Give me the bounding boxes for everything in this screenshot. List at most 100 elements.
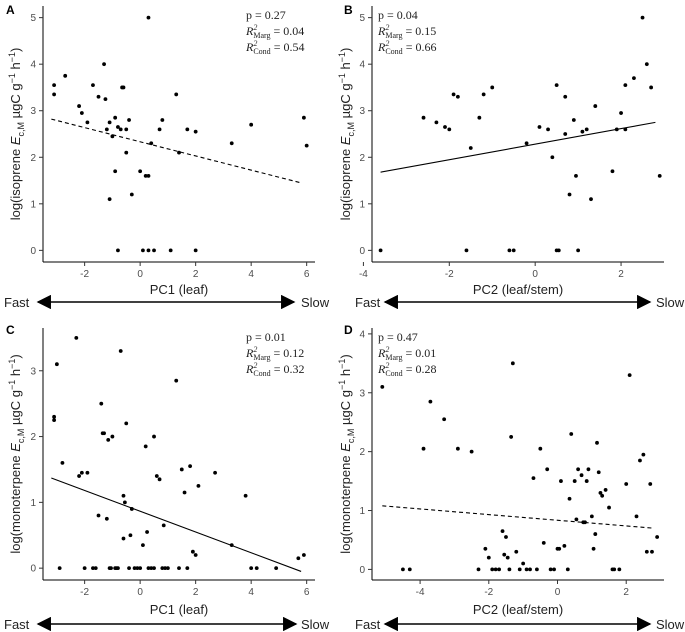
- data-point: [548, 567, 553, 572]
- r2-marginal: R2 Marg = 0.04: [245, 23, 304, 40]
- data-point: [254, 566, 259, 571]
- data-point: [118, 349, 123, 353]
- data-point: [545, 467, 550, 472]
- r2-conditional: R2 Cond = 0.32: [245, 361, 304, 378]
- data-point: [584, 127, 589, 132]
- data-point: [124, 421, 129, 426]
- x-tick-label: 2: [193, 587, 199, 598]
- data-point: [77, 474, 81, 478]
- data-point: [165, 566, 170, 571]
- data-point: [174, 378, 179, 383]
- data-point: [378, 248, 383, 253]
- data-point: [249, 566, 254, 571]
- data-point: [505, 555, 510, 560]
- r2-conditional: R2 Cond = 0.28: [377, 361, 436, 378]
- data-point: [583, 520, 587, 525]
- data-point: [124, 150, 129, 155]
- y-tick-label: 3: [30, 366, 36, 377]
- data-point: [486, 555, 491, 560]
- data-point: [91, 566, 95, 571]
- data-point: [85, 120, 90, 125]
- data-point: [531, 476, 536, 481]
- y-tick-label: 1: [30, 498, 36, 509]
- data-point: [127, 566, 131, 571]
- data-point: [517, 567, 522, 572]
- data-point: [116, 125, 120, 129]
- fast-label: Fast: [4, 617, 30, 632]
- data-point: [135, 566, 140, 571]
- y-tick-label: 2: [30, 432, 36, 443]
- data-point: [145, 530, 149, 534]
- data-point: [229, 543, 234, 548]
- fast-label: Fast: [355, 295, 381, 310]
- data-point: [556, 248, 561, 253]
- data-point: [52, 83, 57, 88]
- data-point: [127, 118, 131, 122]
- trend-line: [51, 118, 302, 184]
- y-tick-label: 2: [359, 153, 365, 164]
- data-point: [407, 567, 412, 572]
- data-point: [107, 120, 112, 125]
- data-point: [60, 460, 65, 465]
- data-point: [524, 141, 529, 146]
- panel-label: B: [344, 3, 353, 17]
- data-point: [274, 566, 279, 571]
- data-point: [493, 567, 498, 572]
- data-point: [213, 470, 217, 475]
- data-point: [132, 566, 137, 571]
- data-point: [146, 248, 151, 253]
- data-point: [190, 549, 195, 554]
- slow-label: Slow: [656, 617, 685, 632]
- data-point: [443, 125, 447, 129]
- data-point: [574, 517, 579, 522]
- data-point: [504, 535, 508, 539]
- p-value: p = 0.47: [378, 330, 418, 344]
- x-tick-label: 6: [304, 587, 310, 598]
- data-point: [196, 484, 201, 488]
- data-point: [74, 335, 79, 340]
- data-point: [593, 532, 598, 536]
- fast-label: Fast: [4, 295, 30, 310]
- data-point: [121, 536, 126, 541]
- data-point: [641, 452, 646, 457]
- y-tick-label: 5: [30, 13, 36, 24]
- x-tick-label: 0: [137, 269, 143, 280]
- data-point: [380, 384, 385, 389]
- trend-line: [382, 505, 654, 529]
- data-point: [168, 248, 173, 253]
- data-point: [550, 155, 555, 160]
- data-point: [455, 94, 460, 99]
- y-tick-label: 0: [359, 246, 365, 257]
- data-point: [490, 85, 495, 90]
- y-tick-label: 4: [359, 60, 365, 71]
- data-point: [107, 197, 112, 202]
- y-axis-title: log(isoprene Ec,M µgC g−1 h−1): [337, 48, 356, 221]
- data-point: [160, 118, 165, 122]
- data-point: [490, 567, 495, 572]
- data-point: [143, 444, 148, 449]
- fast-label: Fast: [355, 617, 381, 632]
- y-tick-label: 5: [359, 13, 365, 24]
- x-tick-label: 2: [193, 269, 199, 280]
- data-point: [401, 567, 405, 572]
- data-point: [574, 173, 578, 178]
- data-point: [163, 566, 168, 571]
- data-point: [193, 553, 198, 557]
- data-point: [623, 83, 628, 88]
- data-point: [481, 92, 486, 97]
- data-point: [524, 567, 529, 572]
- data-point: [477, 115, 482, 120]
- data-point: [655, 535, 660, 539]
- data-point: [185, 127, 190, 132]
- data-point: [102, 62, 106, 67]
- data-point: [146, 566, 151, 571]
- data-point: [624, 482, 629, 486]
- data-point: [110, 434, 115, 439]
- y-tick-label: 1: [359, 506, 365, 517]
- data-point: [514, 549, 519, 554]
- data-point: [569, 432, 574, 436]
- y-tick-label: 0: [359, 565, 365, 576]
- data-point: [559, 479, 563, 483]
- data-point: [567, 496, 572, 501]
